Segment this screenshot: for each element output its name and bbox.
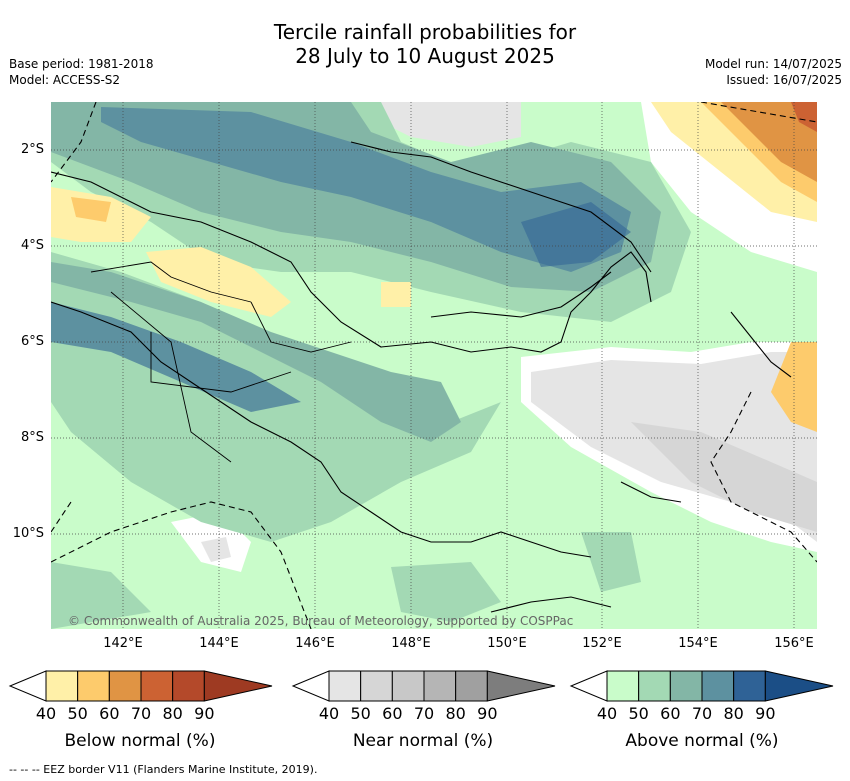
colorbar-extend-high [486,670,556,702]
colorbar-segment [360,670,393,702]
above-50-s [391,562,501,622]
solomon-coast [730,311,792,378]
eez-borders [51,102,817,629]
colorbar-label-above: Above normal (%) [625,731,779,751]
colorbar-segment [45,670,79,702]
above-50-se [581,532,641,592]
graticule [51,102,817,629]
bougainville-coast [620,481,682,503]
meta-left: Base period: 1981-2018 Model: ACCESS-S2 [9,56,154,88]
meta-right: Model run: 14/07/2025 Issued: 16/07/2025 [705,56,842,88]
below-40-c [146,247,291,317]
lat-label-10s: 10°S [12,526,44,541]
north-coast-line [51,171,652,353]
colorbar-tick-label: 60 [660,704,681,723]
below-40-islet [381,282,411,307]
colorbar-tick-label: 70 [691,704,713,723]
colorbar-tick-label: 40 [35,704,57,723]
rainfall-map: © Commonwealth of Australia 2025, Bureau… [51,102,817,629]
colorbar-tick-label: 90 [194,704,215,723]
colorbar-segment [77,670,110,702]
model-name: Model: ACCESS-S2 [9,73,121,87]
model-run: Model run: 14/07/2025 [704,57,842,71]
colorbar-tick-label: 90 [755,704,776,723]
colorbar-extend-low [291,670,330,702]
map-canvas: © Commonwealth of Australia 2025, Bureau… [51,102,817,629]
colorbar-segment [606,670,640,702]
near-normal-e-darker [631,422,817,532]
base-period: Base period: 1981-2018 [9,57,154,71]
lon-label-142e: 142°E [103,636,143,651]
near-normal-n [381,102,521,147]
lat-label-8s: 8°S [20,430,44,445]
coastlines [51,141,792,613]
southeast-islands [490,596,612,613]
lon-label-156e: 156°E [774,636,814,651]
colorbar-tick-label: 80 [723,704,744,723]
south-coast-line [51,301,592,558]
above-70-w [51,302,301,412]
colorbar-tick-label: 60 [382,704,403,723]
colorbar-tick-label: 70 [413,704,435,723]
lon-label-152e: 152°E [582,636,622,651]
near-normal-s [201,537,231,562]
colorbar-tick-label: 40 [596,704,618,723]
above-50-sw [51,562,151,629]
lat-label-4s: 4°S [20,238,44,253]
lat-label-6s: 6°S [20,334,44,349]
colorbar-segment [328,670,362,702]
colorbar-below-normal [8,670,273,702]
colorbar-segment [701,670,735,702]
title-line-2: 28 July to 10 August 2025 [295,44,555,68]
colorbar-tick-label: 80 [445,704,466,723]
colorbar-segment [733,670,766,702]
above-70-n [101,107,631,272]
colorbar-above-normal [569,670,834,702]
lon-label-148e: 148°E [391,636,431,651]
above-80-core [521,202,631,267]
colorbar-segment [423,670,457,702]
colorbar-extend-low [569,670,608,702]
colorbar-segment [638,670,671,702]
colorbar-near-normal [291,670,556,702]
colorbar-segment [108,670,142,702]
colorbars [8,670,834,702]
below-70-ne [791,102,817,132]
above-60-w [51,262,461,442]
colorbar-extend-high [764,670,834,702]
colorbar-tick-label: 50 [67,704,88,723]
colorbar-segment [391,670,425,702]
colorbar-segment [140,670,174,702]
colorbar-tick-label: 90 [477,704,498,723]
title-line-1: Tercile rainfall probabilities for [273,20,577,44]
colorbar-segment [455,670,488,702]
colorbar-label-near: Near normal (%) [352,731,494,751]
colorbar-tick-label: 50 [628,704,649,723]
new-britain-coast [350,141,652,273]
colorbar-tick-label: 70 [130,704,152,723]
issued-date: Issued: 16/07/2025 [726,73,842,87]
colorbar-segment [172,670,205,702]
below-60-ne [721,102,817,182]
colorbar-tick-label: 60 [99,704,120,723]
lat-label-2s: 2°S [20,142,44,157]
lon-label-150e: 150°E [487,636,527,651]
lon-label-144e: 144°E [199,636,239,651]
lon-label-146e: 146°E [295,636,335,651]
colorbar-extend-low [8,670,47,702]
colorbar-tick-label: 80 [162,704,183,723]
bismarck-coast [430,271,612,318]
below-50-w [71,197,111,222]
colorbar-label-below: Below normal (%) [64,731,216,751]
eez-footer-note: -- -- -- EEZ border V11 (Flanders Marine… [9,763,318,776]
colorbar-segment [669,670,703,702]
province-borders [90,261,352,463]
colorbar-tick-label: 50 [350,704,371,723]
colorbar-extend-high [203,670,273,702]
lon-label-154e: 154°E [678,636,718,651]
map-title: Tercile rainfall probabilities for 28 Ju… [0,20,850,68]
copyright-text: © Commonwealth of Australia 2025, Bureau… [68,614,573,628]
colorbar-tick-label: 40 [318,704,340,723]
